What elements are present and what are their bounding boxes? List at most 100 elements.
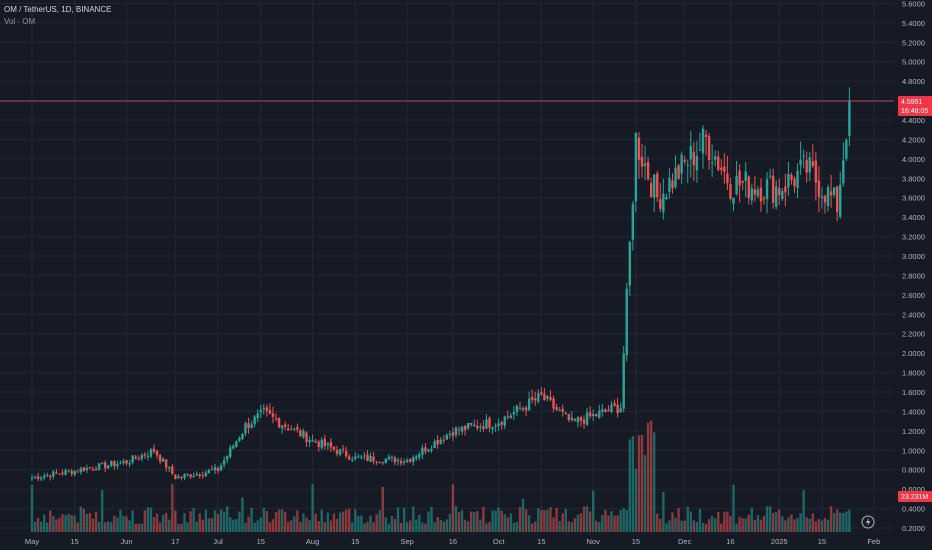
candle-body [348, 456, 351, 460]
volume-bar [36, 517, 40, 532]
time-tick-label: Jun [121, 537, 133, 546]
candle-body [122, 461, 125, 464]
volume-bar [726, 511, 729, 532]
candle-body [189, 474, 192, 478]
candle-body [762, 198, 766, 200]
candle-body [677, 165, 680, 179]
candle-body [195, 473, 198, 476]
price-tick-label: 1.8000 [902, 369, 925, 378]
price-tick-label: 1.2000 [902, 427, 925, 436]
volume-bar [241, 497, 244, 532]
volume-bar [369, 515, 372, 532]
candle-body [33, 476, 37, 478]
time-tick-label: Nov [587, 537, 601, 546]
candle-body [268, 409, 272, 414]
candle-body [564, 413, 567, 415]
volume-bar [784, 520, 787, 532]
candle-body [717, 156, 720, 170]
candle-body [680, 154, 683, 174]
price-tick-label: 5.0000 [902, 58, 925, 67]
candle-body [771, 175, 775, 203]
candle-body [204, 472, 208, 477]
candle-body [271, 413, 275, 417]
candle-body [473, 424, 476, 427]
candle-body [839, 184, 842, 217]
candle-body [30, 477, 34, 479]
candle-body [698, 149, 702, 151]
candle-body [344, 450, 348, 457]
candle-body [146, 455, 150, 457]
volume-bar [588, 511, 592, 532]
candle-body [451, 432, 455, 437]
volume-bar [808, 518, 811, 532]
volume-bar [637, 435, 641, 532]
candle-body [250, 424, 253, 428]
candle-body [363, 455, 366, 457]
volume-bar [210, 518, 214, 532]
volume-bar [76, 522, 79, 532]
candle-body [527, 398, 531, 411]
lightning-icon[interactable] [861, 515, 875, 529]
candle-body [506, 416, 509, 418]
volume-bar [802, 490, 805, 532]
candle-body [183, 474, 186, 479]
candle-body [436, 440, 439, 445]
candle-body [448, 433, 452, 435]
candle-body [158, 455, 162, 462]
candle-body [747, 176, 750, 198]
candle-body [421, 447, 424, 455]
volume-bar [839, 512, 842, 532]
candle-body [726, 173, 729, 184]
candle-body [64, 470, 67, 475]
volume-bar [85, 513, 89, 532]
candle-body [479, 426, 482, 428]
volume-bar [390, 516, 394, 532]
candle-body [659, 199, 662, 209]
volume-bar [320, 509, 323, 532]
volume-bar [805, 517, 808, 532]
volume-value: 23.231M [901, 494, 928, 501]
candle-body [637, 137, 641, 160]
candle-body [765, 179, 769, 200]
candle-body [174, 474, 177, 480]
candle-body [168, 467, 171, 469]
candle-body [531, 396, 534, 400]
candle-body [338, 449, 342, 455]
volume-bar [692, 520, 696, 532]
candle-body [104, 462, 107, 469]
candle-body [820, 196, 824, 199]
volume-bar [149, 507, 153, 532]
volume-bar [814, 521, 818, 532]
volume-bar [290, 520, 293, 532]
volume-bar [357, 515, 360, 532]
volume-bar [152, 517, 156, 532]
volume-bar [747, 514, 750, 532]
time-tick-label: Dec [678, 537, 692, 546]
time-tick-label: 16 [449, 537, 457, 546]
candle-body [244, 423, 247, 434]
volume-bar [232, 519, 235, 532]
candle-body [601, 409, 604, 412]
candle-body [290, 428, 293, 430]
candle-body [509, 415, 513, 419]
volume-bar [485, 523, 488, 532]
last-price-badge [898, 96, 932, 117]
candle-body [622, 353, 625, 409]
candle-body [604, 409, 607, 412]
candle-body [265, 407, 269, 411]
price-tick-label: 1.0000 [902, 446, 925, 455]
volume-bar [79, 506, 82, 532]
volume-bar [710, 515, 714, 532]
candle-body [775, 186, 778, 207]
volume-bar [317, 520, 320, 532]
candle-body [213, 467, 217, 471]
candle-body [646, 161, 650, 179]
volume-bar [396, 507, 400, 532]
volume-bar [113, 515, 116, 532]
volume-bar [46, 522, 49, 532]
volume-bar [634, 468, 638, 532]
candle-body [314, 441, 317, 443]
candle-body [332, 446, 336, 450]
time-tick-label: Jul [213, 537, 223, 546]
